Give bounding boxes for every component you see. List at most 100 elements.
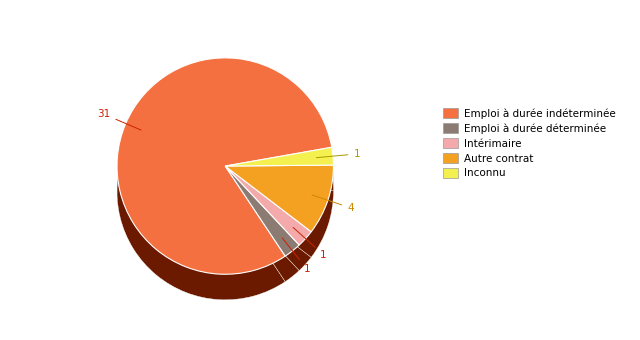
Wedge shape — [225, 165, 333, 232]
Wedge shape — [225, 157, 333, 176]
Text: 4: 4 — [312, 195, 354, 213]
Wedge shape — [225, 147, 333, 166]
Wedge shape — [225, 187, 300, 276]
Wedge shape — [225, 155, 333, 174]
Wedge shape — [117, 77, 332, 293]
Wedge shape — [225, 171, 300, 261]
Wedge shape — [225, 176, 333, 243]
Wedge shape — [225, 179, 333, 246]
Wedge shape — [225, 175, 300, 265]
Wedge shape — [225, 168, 333, 187]
Wedge shape — [225, 174, 333, 241]
Wedge shape — [225, 185, 300, 275]
Wedge shape — [225, 186, 333, 252]
Wedge shape — [225, 152, 333, 171]
Wedge shape — [225, 188, 300, 278]
Wedge shape — [225, 174, 311, 253]
Wedge shape — [117, 62, 332, 278]
Wedge shape — [225, 185, 311, 264]
Wedge shape — [117, 66, 332, 282]
Text: 1: 1 — [293, 227, 326, 259]
Wedge shape — [225, 167, 300, 257]
Wedge shape — [225, 171, 311, 250]
Wedge shape — [225, 170, 311, 249]
Wedge shape — [225, 192, 311, 271]
Wedge shape — [225, 187, 311, 266]
Wedge shape — [225, 175, 333, 242]
Wedge shape — [225, 150, 333, 169]
Wedge shape — [225, 160, 333, 179]
Wedge shape — [225, 176, 311, 255]
Wedge shape — [225, 183, 300, 273]
Wedge shape — [225, 179, 300, 269]
Wedge shape — [117, 59, 332, 275]
Wedge shape — [225, 154, 333, 172]
Wedge shape — [225, 156, 333, 175]
Wedge shape — [225, 164, 333, 183]
Wedge shape — [225, 182, 333, 248]
Wedge shape — [225, 149, 333, 167]
Wedge shape — [225, 190, 311, 269]
Wedge shape — [225, 178, 333, 244]
Wedge shape — [225, 189, 333, 256]
Wedge shape — [225, 167, 333, 185]
Wedge shape — [225, 192, 300, 282]
Wedge shape — [225, 184, 311, 263]
Wedge shape — [225, 166, 300, 256]
Wedge shape — [117, 71, 332, 287]
Wedge shape — [225, 189, 311, 268]
Wedge shape — [117, 64, 332, 280]
Wedge shape — [117, 83, 332, 300]
Wedge shape — [225, 184, 333, 251]
Wedge shape — [225, 170, 333, 189]
Text: 1: 1 — [282, 238, 310, 274]
Wedge shape — [225, 177, 300, 268]
Text: 1: 1 — [316, 149, 360, 159]
Wedge shape — [225, 170, 300, 260]
Wedge shape — [225, 172, 311, 251]
Wedge shape — [225, 151, 333, 170]
Wedge shape — [117, 68, 332, 285]
Wedge shape — [117, 72, 332, 288]
Wedge shape — [225, 171, 333, 238]
Wedge shape — [225, 173, 333, 239]
Wedge shape — [117, 69, 332, 286]
Wedge shape — [225, 188, 333, 255]
Wedge shape — [225, 167, 311, 246]
Wedge shape — [225, 181, 333, 247]
Wedge shape — [225, 166, 333, 233]
Wedge shape — [117, 80, 332, 296]
Wedge shape — [225, 172, 300, 262]
Wedge shape — [225, 183, 333, 250]
Wedge shape — [117, 74, 332, 291]
Wedge shape — [117, 78, 332, 295]
Wedge shape — [225, 169, 333, 236]
Wedge shape — [225, 162, 333, 180]
Text: 31: 31 — [97, 109, 141, 130]
Wedge shape — [225, 182, 311, 260]
Wedge shape — [225, 173, 333, 192]
Wedge shape — [225, 184, 300, 274]
Wedge shape — [225, 169, 311, 248]
Wedge shape — [225, 191, 333, 257]
Wedge shape — [225, 175, 311, 254]
Wedge shape — [225, 170, 333, 237]
Wedge shape — [225, 182, 300, 271]
Wedge shape — [117, 76, 332, 292]
Wedge shape — [225, 180, 311, 259]
Wedge shape — [225, 189, 300, 279]
Wedge shape — [225, 159, 333, 177]
Wedge shape — [117, 61, 332, 277]
Wedge shape — [225, 187, 333, 254]
Wedge shape — [225, 166, 311, 245]
Wedge shape — [225, 179, 311, 258]
Wedge shape — [225, 169, 333, 188]
Wedge shape — [225, 165, 333, 184]
Wedge shape — [117, 63, 332, 279]
Wedge shape — [117, 58, 332, 274]
Wedge shape — [225, 174, 300, 264]
Wedge shape — [225, 183, 311, 261]
Wedge shape — [117, 81, 332, 297]
Wedge shape — [117, 73, 332, 290]
Wedge shape — [225, 180, 300, 270]
